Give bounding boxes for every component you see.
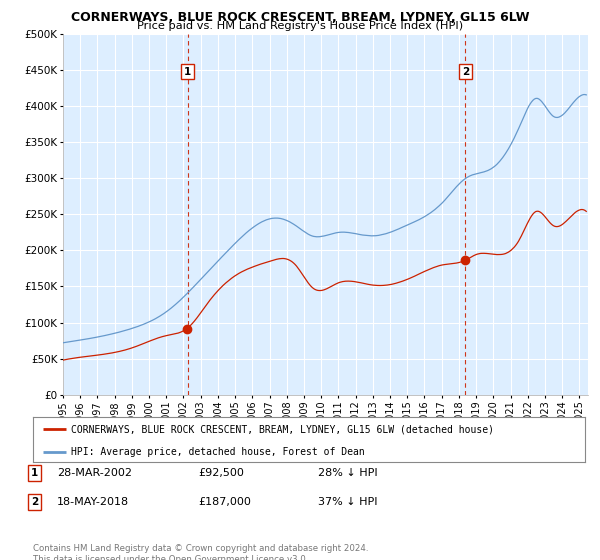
Text: 2: 2 xyxy=(462,67,469,77)
Text: 28-MAR-2002: 28-MAR-2002 xyxy=(57,468,132,478)
Text: HPI: Average price, detached house, Forest of Dean: HPI: Average price, detached house, Fore… xyxy=(71,447,364,457)
Text: Contains HM Land Registry data © Crown copyright and database right 2024.
This d: Contains HM Land Registry data © Crown c… xyxy=(33,544,368,560)
Text: 1: 1 xyxy=(184,67,191,77)
Text: £187,000: £187,000 xyxy=(198,497,251,507)
Text: CORNERWAYS, BLUE ROCK CRESCENT, BREAM, LYDNEY, GL15 6LW: CORNERWAYS, BLUE ROCK CRESCENT, BREAM, L… xyxy=(71,11,529,24)
Text: Price paid vs. HM Land Registry's House Price Index (HPI): Price paid vs. HM Land Registry's House … xyxy=(137,21,463,31)
Text: 1: 1 xyxy=(31,468,38,478)
Text: 18-MAY-2018: 18-MAY-2018 xyxy=(57,497,129,507)
Text: CORNERWAYS, BLUE ROCK CRESCENT, BREAM, LYDNEY, GL15 6LW (detached house): CORNERWAYS, BLUE ROCK CRESCENT, BREAM, L… xyxy=(71,424,494,435)
Text: 2: 2 xyxy=(31,497,38,507)
Text: 28% ↓ HPI: 28% ↓ HPI xyxy=(318,468,377,478)
Text: £92,500: £92,500 xyxy=(198,468,244,478)
Text: 37% ↓ HPI: 37% ↓ HPI xyxy=(318,497,377,507)
